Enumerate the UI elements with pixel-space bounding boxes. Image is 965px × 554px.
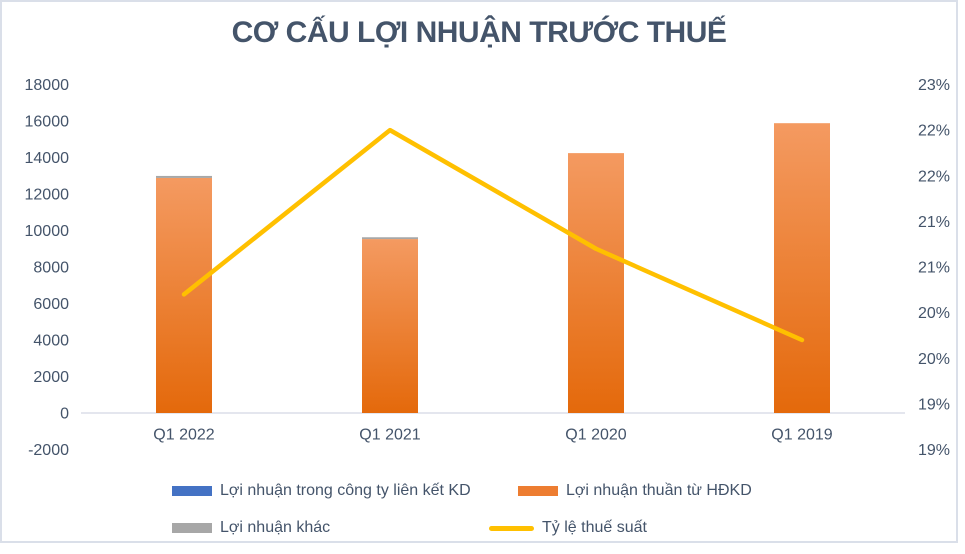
legend-label-lien-ket-kd: Lợi nhuận trong công ty liên kết KD bbox=[220, 482, 471, 499]
category-label: Q1 2020 bbox=[565, 427, 626, 444]
tax-rate-line bbox=[181, 127, 805, 343]
bar-segment-Q1-2022 bbox=[156, 175, 212, 178]
right-axis-tick-label: 21% bbox=[918, 260, 950, 277]
legend-label-thue-suat: Tỷ lệ thuế suất bbox=[542, 519, 647, 536]
bar-segment-Q1-2020 bbox=[568, 153, 624, 413]
legend-item-thue-suat: Tỷ lệ thuế suất bbox=[489, 519, 647, 537]
legend-item-lien-ket-kd: Lợi nhuận trong công ty liên kết KD bbox=[172, 482, 471, 500]
left-axis-tick-label: 8000 bbox=[33, 260, 69, 277]
left-axis-tick-label: 12000 bbox=[25, 187, 70, 204]
left-axis-tick-label: -2000 bbox=[28, 442, 69, 459]
left-axis-tick-label: 16000 bbox=[25, 114, 70, 131]
right-axis-tick-label: 22% bbox=[918, 123, 950, 140]
legend-swatch-lien-ket-kd-icon bbox=[172, 486, 212, 496]
right-axis-tick-label: 19% bbox=[918, 396, 950, 413]
left-axis-tick-label: 2000 bbox=[33, 369, 69, 386]
legend-label-hdkd: Lợi nhuận thuần từ HĐKD bbox=[566, 482, 752, 499]
bar-segment-Q1-2019 bbox=[774, 123, 830, 413]
category-label: Q1 2021 bbox=[359, 427, 420, 444]
left-axis-tick-label: 0 bbox=[60, 406, 69, 423]
right-axis-tick-label: 19% bbox=[918, 442, 950, 459]
bar-segment-Q1-2021 bbox=[362, 239, 418, 413]
left-axis-tick-label: 18000 bbox=[25, 77, 70, 94]
right-axis-tick-label: 20% bbox=[918, 351, 950, 368]
right-axis-tick-label: 21% bbox=[918, 214, 950, 231]
legend-item-hdkd: Lợi nhuận thuần từ HĐKD bbox=[518, 482, 752, 500]
category-label: Q1 2019 bbox=[771, 427, 832, 444]
right-axis-tick-label: 20% bbox=[918, 305, 950, 322]
chart-title: CƠ CẤU LỢI NHUẬN TRƯỚC THUẾ bbox=[231, 16, 727, 49]
legend-swatch-khac-icon bbox=[172, 523, 212, 533]
category-label: Q1 2022 bbox=[153, 427, 214, 444]
left-axis-tick-label: 10000 bbox=[25, 223, 70, 240]
left-axis-tick-label: 14000 bbox=[25, 150, 70, 167]
left-axis-tick-label: 4000 bbox=[33, 333, 69, 350]
legend-line-thue-suat-icon bbox=[489, 525, 534, 531]
left-axis-tick-label: 6000 bbox=[33, 296, 69, 313]
legend-swatch-hdkd-icon bbox=[518, 486, 558, 496]
bar-segment-Q1-2021 bbox=[362, 237, 418, 240]
right-axis-tick-label: 22% bbox=[918, 168, 950, 185]
legend-label-khac: Lợi nhuận khác bbox=[220, 519, 331, 536]
chart-frame: CƠ CẤU LỢI NHUẬN TRƯỚC THUẾ 18000 16000 14… bbox=[0, 0, 958, 543]
right-axis-tick-label: 23% bbox=[918, 77, 950, 94]
legend-item-khac: Lợi nhuận khác bbox=[172, 519, 330, 537]
